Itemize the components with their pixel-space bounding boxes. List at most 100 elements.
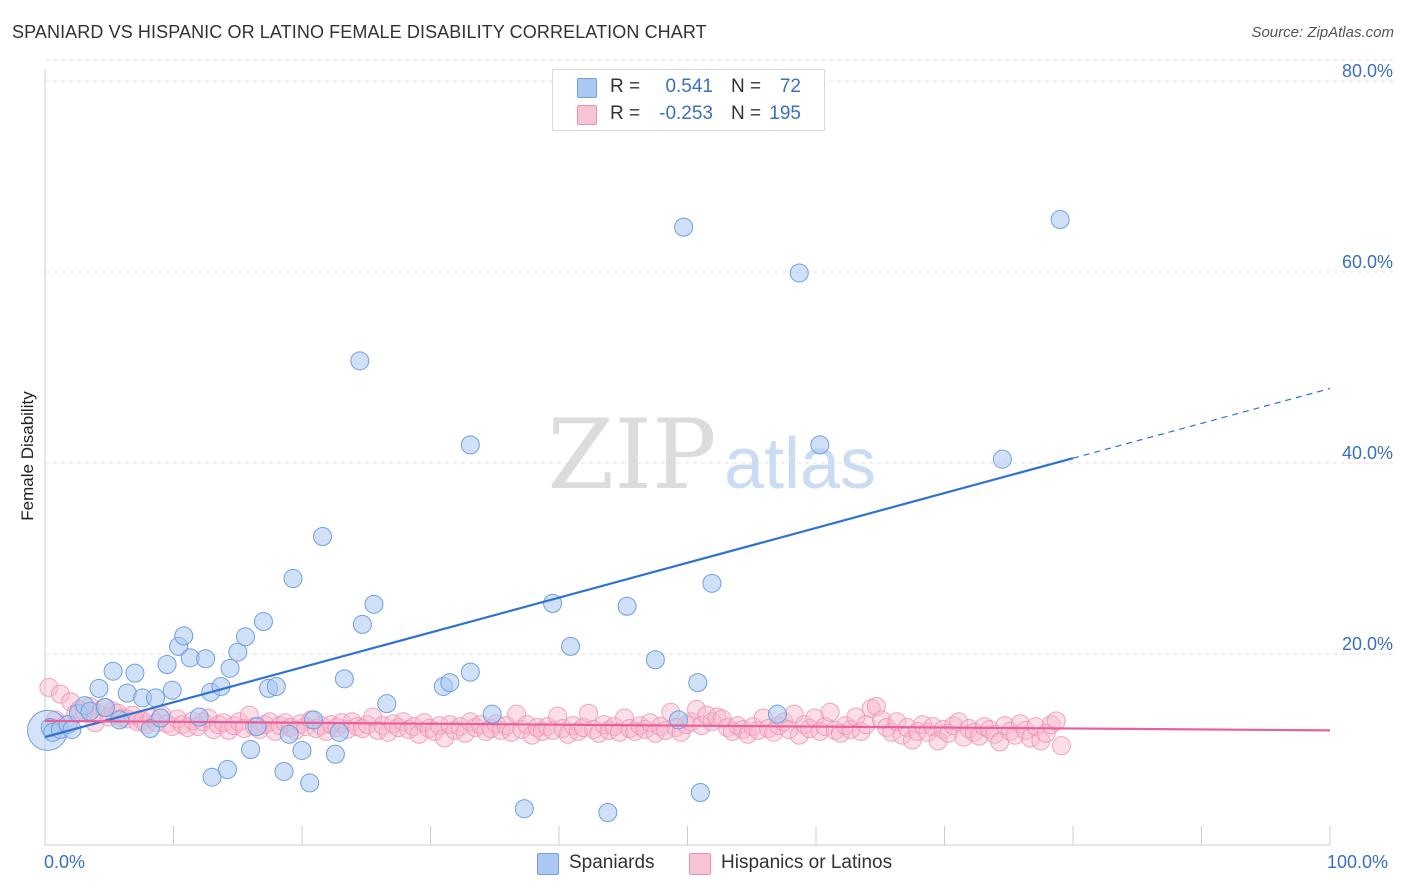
spaniards-point bbox=[350, 351, 370, 371]
spaniards-point bbox=[992, 449, 1012, 469]
legend-swatch-pink bbox=[689, 853, 711, 875]
spaniards-points bbox=[27, 209, 1070, 823]
watermark-atlas: atlas bbox=[724, 424, 876, 504]
hispanics-point bbox=[1000, 721, 1020, 741]
hispanics-point bbox=[615, 708, 635, 728]
hispanics-point bbox=[1051, 736, 1071, 756]
legend-swatch-blue bbox=[537, 853, 559, 875]
hispanics-point bbox=[50, 684, 70, 704]
hispanics-point bbox=[579, 703, 599, 723]
spaniards-point bbox=[220, 658, 240, 678]
spaniards-point bbox=[377, 694, 397, 714]
spaniards-point bbox=[274, 761, 294, 781]
hispanics-point bbox=[1046, 711, 1066, 731]
legend-row-spaniards: R = 0.541 N = 72 bbox=[553, 74, 824, 100]
hispanics-point bbox=[640, 713, 660, 733]
hispanics-point bbox=[764, 722, 784, 742]
spaniards-point bbox=[325, 744, 345, 764]
spaniards-point bbox=[352, 614, 372, 634]
spaniards-trend-line bbox=[44, 457, 1074, 739]
legend-r-label: R = bbox=[610, 76, 641, 97]
spaniards-point bbox=[514, 799, 534, 819]
legend-r-value: -0.253 bbox=[659, 103, 713, 124]
spaniards-point bbox=[202, 767, 222, 787]
spaniards-point bbox=[110, 710, 130, 730]
spaniards-point bbox=[688, 673, 708, 693]
hispanics-point bbox=[409, 724, 429, 744]
hispanics-point bbox=[568, 721, 588, 741]
x-tick-label-max: 100.0% bbox=[1327, 852, 1389, 872]
spaniards-point bbox=[617, 596, 637, 616]
hispanics-point bbox=[779, 719, 799, 739]
hispanics-point bbox=[527, 718, 547, 738]
spaniards-point bbox=[247, 717, 267, 737]
hispanics-point bbox=[1005, 725, 1025, 745]
spaniards-point bbox=[217, 760, 237, 780]
spaniards-point bbox=[235, 627, 255, 647]
trend-lines bbox=[44, 387, 1331, 739]
hispanics-point bbox=[928, 731, 948, 751]
spaniards-point bbox=[690, 782, 710, 802]
spaniards-point bbox=[313, 527, 333, 547]
hispanics-point bbox=[172, 715, 192, 735]
spaniards-trend-extension bbox=[1072, 387, 1331, 459]
spaniards-point bbox=[253, 612, 273, 632]
spaniards-point bbox=[103, 661, 123, 681]
spaniards-point bbox=[211, 676, 231, 696]
legend-label-hispanics: Hispanics or Latinos bbox=[721, 852, 893, 873]
hispanics-point bbox=[507, 704, 527, 724]
legend-n-value: 72 bbox=[779, 76, 801, 97]
spaniards-point bbox=[292, 740, 312, 760]
spaniards-point bbox=[300, 773, 320, 793]
spaniards-point bbox=[162, 680, 182, 700]
legend-r-value: 0.541 bbox=[665, 76, 713, 97]
grid bbox=[45, 59, 1395, 655]
y-tick-label: 40.0% bbox=[1342, 443, 1393, 463]
spaniards-point bbox=[460, 435, 480, 455]
hispanics-point bbox=[609, 722, 629, 742]
spaniards-point bbox=[228, 642, 248, 662]
spaniards-point bbox=[95, 697, 115, 717]
legend-n-label: N = bbox=[731, 103, 762, 124]
spaniards-point bbox=[1050, 209, 1070, 229]
spaniards-point bbox=[125, 663, 145, 683]
watermark: ZIP atlas bbox=[547, 399, 876, 511]
hispanics-point bbox=[429, 716, 449, 736]
spaniards-point bbox=[157, 655, 177, 675]
hispanics-point bbox=[995, 716, 1015, 736]
chart-title: SPANIARD VS HISPANIC OR LATINO FEMALE DI… bbox=[12, 22, 707, 42]
spaniards-point bbox=[440, 673, 460, 693]
spaniards-point bbox=[89, 678, 109, 698]
correlation-legend: R = 0.541 N = 72 R = -0.253 N = 195 bbox=[552, 69, 825, 131]
hispanics-point bbox=[949, 712, 969, 732]
legend-r-label: R = bbox=[610, 103, 641, 124]
spaniards-point bbox=[304, 710, 324, 730]
spaniards-point bbox=[669, 710, 689, 730]
spaniards-point bbox=[189, 707, 209, 727]
spaniards-point bbox=[789, 263, 809, 283]
spaniards-point bbox=[279, 724, 299, 744]
hispanics-point bbox=[933, 719, 953, 739]
y-tick-labels: 20.0% 40.0% 60.0% 80.0% bbox=[1342, 61, 1393, 654]
spaniards-point bbox=[364, 594, 384, 614]
hispanics-point bbox=[820, 702, 840, 722]
spaniards-point bbox=[460, 662, 480, 682]
legend-n-label: N = bbox=[731, 76, 762, 97]
spaniards-point bbox=[283, 569, 303, 589]
legend-swatch-pink bbox=[577, 105, 597, 125]
spaniards-point bbox=[702, 573, 722, 593]
legend-swatch-blue bbox=[577, 78, 597, 98]
spaniards-point bbox=[146, 688, 166, 708]
spaniards-point bbox=[767, 704, 787, 724]
hispanics-point bbox=[476, 721, 496, 741]
legend-row-hispanics: R = -0.253 N = 195 bbox=[553, 101, 824, 127]
legend-n-value: 195 bbox=[769, 103, 801, 124]
spaniards-point bbox=[329, 722, 349, 742]
hispanics-point bbox=[1026, 717, 1046, 737]
spaniards-point bbox=[151, 708, 171, 728]
x-tick-label-min: 0.0% bbox=[44, 852, 86, 872]
spaniards-point bbox=[598, 803, 618, 823]
spaniards-point bbox=[266, 676, 286, 696]
hispanics-trend-line bbox=[44, 719, 1331, 732]
